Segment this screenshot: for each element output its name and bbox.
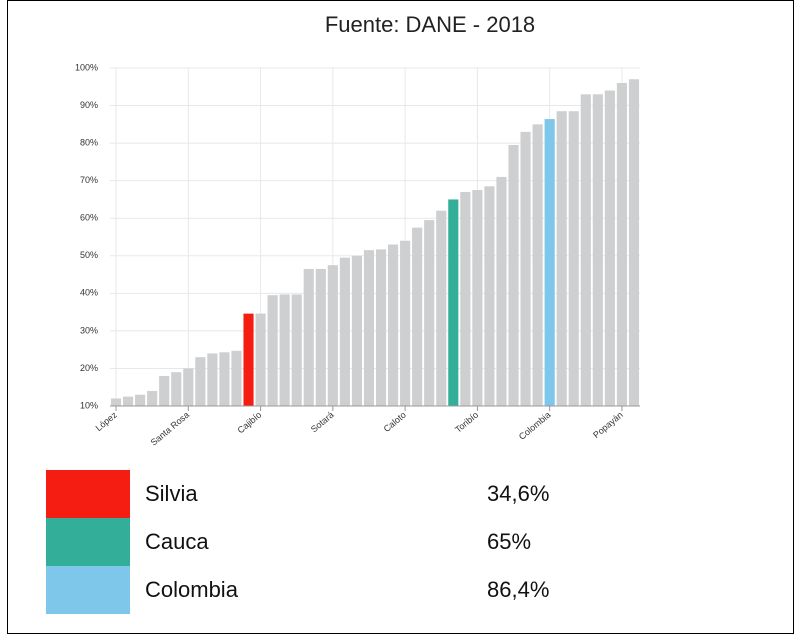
- y-tick-label: 100%: [75, 62, 98, 72]
- legend-name: Colombia: [145, 577, 239, 602]
- y-tick-label: 50%: [80, 250, 98, 260]
- legend-value: 86,4%: [487, 577, 549, 602]
- y-tick-label: 80%: [80, 137, 98, 147]
- y-tick-label: 30%: [80, 325, 98, 335]
- bar: [388, 244, 399, 406]
- bar: [171, 372, 182, 406]
- bar: [544, 119, 555, 406]
- y-tick-label: 20%: [80, 363, 98, 373]
- bar: [159, 375, 170, 406]
- bar: [592, 94, 603, 407]
- x-tick-label: Santa Rosa: [149, 410, 191, 448]
- bar: [568, 111, 579, 406]
- bar: [231, 350, 242, 406]
- bar: [315, 268, 326, 406]
- bar: [496, 176, 507, 406]
- bar: [279, 294, 290, 406]
- y-tick-label: 70%: [80, 175, 98, 185]
- bar: [604, 90, 615, 407]
- bar: [460, 191, 471, 406]
- bar: [363, 250, 375, 406]
- legend-value: 34,6%: [487, 481, 549, 506]
- chart-title: Fuente: DANE - 2018: [325, 12, 535, 37]
- bar: [339, 257, 350, 406]
- bar: [580, 94, 591, 407]
- legend-value: 65%: [487, 529, 531, 554]
- y-tick-label: 60%: [80, 213, 98, 223]
- bar: [351, 255, 362, 406]
- bar: [110, 398, 122, 406]
- bar: [532, 124, 543, 406]
- bar: [195, 357, 206, 406]
- bar: [628, 79, 640, 407]
- bar: [147, 390, 158, 406]
- x-tick-label: López: [94, 409, 120, 433]
- bar: [556, 111, 567, 406]
- y-tick-label: 10%: [80, 400, 98, 410]
- bar: [484, 186, 495, 406]
- bar: [616, 83, 627, 407]
- legend-name: Silvia: [145, 481, 198, 506]
- legend-swatch: [46, 470, 130, 518]
- bar: [375, 249, 387, 406]
- legend-name: Cauca: [145, 529, 209, 554]
- bar: [207, 353, 218, 406]
- y-tick-label: 90%: [80, 100, 98, 110]
- y-tick-label: 40%: [80, 288, 98, 298]
- bar: [255, 313, 266, 406]
- bar: [327, 265, 338, 406]
- bar: [183, 368, 194, 406]
- bar: [267, 295, 278, 406]
- legend-swatch: [46, 518, 130, 566]
- x-tick-label: Cajibío: [235, 410, 263, 436]
- frame: [7, 0, 794, 634]
- bar: [472, 190, 483, 406]
- legend-swatch: [46, 566, 130, 614]
- x-tick-label: Caloto: [382, 410, 408, 434]
- bar: [123, 396, 134, 406]
- x-tick-label: Toribío: [453, 410, 480, 435]
- bar: [243, 313, 254, 406]
- bar: [424, 220, 435, 406]
- bar: [135, 394, 146, 406]
- bar: [219, 352, 230, 406]
- x-tick-label: Sotará: [309, 410, 336, 435]
- bar: [508, 144, 519, 406]
- bar: [520, 131, 531, 406]
- bar: [400, 240, 411, 406]
- bar: [303, 268, 314, 406]
- bar: [436, 210, 447, 406]
- bar: [291, 294, 302, 406]
- bar: [448, 199, 459, 406]
- x-tick-label: Colombia: [517, 410, 553, 442]
- bar: [412, 227, 423, 406]
- x-tick-label: Popayán: [591, 410, 625, 440]
